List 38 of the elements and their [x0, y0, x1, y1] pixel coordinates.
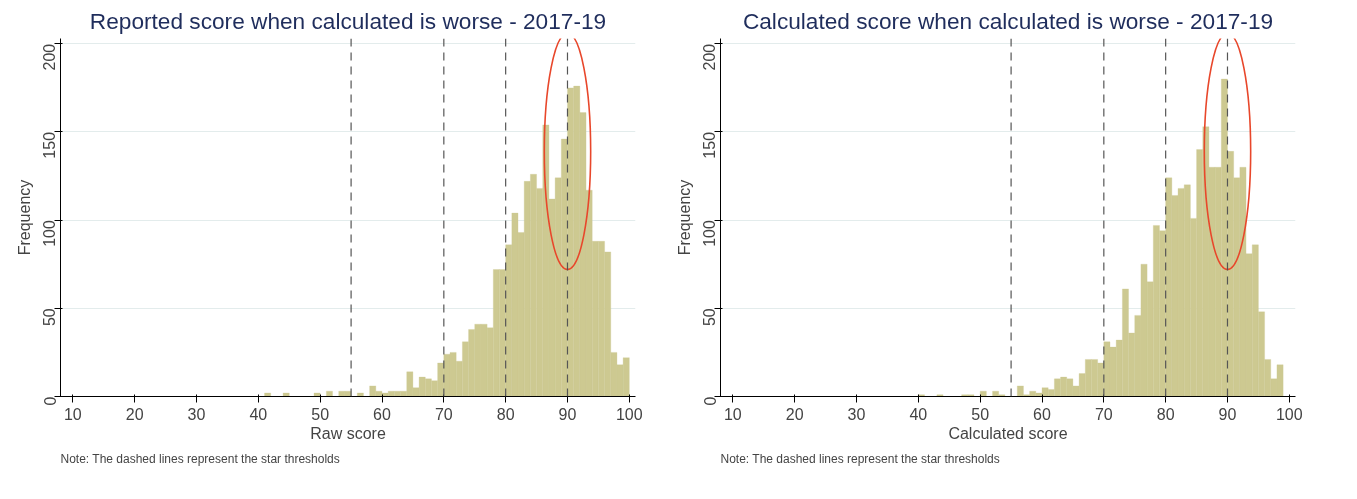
x-tick-label: 90 [1218, 405, 1237, 423]
x-tick-label: 10 [63, 405, 82, 423]
y-tick-label: 150 [701, 131, 719, 159]
x-tick-label: 100 [1275, 405, 1303, 423]
x-tick-label: 40 [249, 405, 268, 423]
y-axis-title: Frequency [675, 179, 693, 256]
x-tick-label: 60 [1033, 405, 1052, 423]
y-tick-label: 150 [41, 131, 59, 159]
text: Note: The dashed lines represent the star thresholds [60, 451, 340, 466]
y-tick-label: 50 [41, 308, 59, 327]
x-tick-label: 50 [311, 405, 330, 423]
x-tick-label: 80 [496, 405, 515, 423]
x-tick-label: 20 [785, 405, 804, 423]
x-tick-label: 70 [434, 405, 453, 423]
y-tick-label: 50 [701, 308, 719, 327]
x-tick-label: 50 [971, 405, 990, 423]
y-tick-label: 100 [701, 220, 719, 247]
x-tick-label: 90 [558, 405, 577, 423]
x-tick-label: 80 [1156, 405, 1175, 423]
x-tick-label: 20 [125, 405, 144, 423]
x-axis-title: Calculated score [948, 424, 1068, 442]
chart-title: Reported score when calculated is worse - 2017-19 [89, 7, 607, 34]
y-tick-label: 200 [41, 43, 59, 71]
y-tick-label: 100 [41, 220, 59, 247]
x-tick-label: 40 [909, 405, 928, 423]
text: Note: The dashed lines represent the star thresholds [720, 451, 1000, 466]
chart-title: Calculated score when calculated is worse - 2017-19 [742, 7, 1274, 34]
x-tick-label: 10 [723, 405, 742, 423]
y-tick-label: 0 [701, 396, 719, 406]
x-axis-title: Raw score [310, 424, 386, 442]
x-tick-label: 70 [1094, 405, 1113, 423]
y-tick-label: 0 [41, 396, 59, 406]
x-tick-label: 60 [373, 405, 392, 423]
y-axis-title: Frequency [15, 179, 33, 256]
x-tick-label: 30 [847, 405, 866, 423]
x-tick-label: 100 [615, 405, 643, 423]
y-tick-label: 200 [701, 43, 719, 71]
x-tick-label: 30 [187, 405, 206, 423]
